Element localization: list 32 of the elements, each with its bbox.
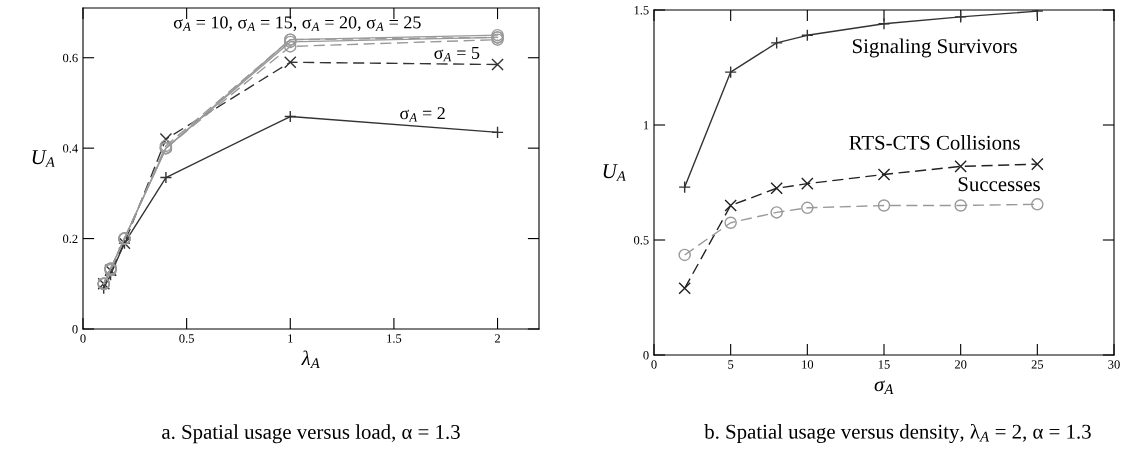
y-tick-label: 0 — [72, 325, 78, 334]
y-axis-title: U$_{A}$ — [32, 150, 55, 167]
annotation: RTS-CTS Collisions — [849, 135, 1020, 150]
x-tick-label: 20 — [954, 360, 967, 369]
x-axis-title: λ$_{A}$ — [301, 350, 320, 368]
text: b. Spatial usage versus density, λ$_{A}$ = 2, α = 1.3 — [704, 423, 1091, 444]
y-tick-label: 1.5 — [634, 6, 649, 15]
text: a. Spatial usage versus load, α = 1.3 — [162, 424, 460, 444]
annotation: σ$_{A}$ = 2 — [400, 107, 445, 122]
x-tick-label: 10 — [802, 360, 814, 369]
x-tick-label: 15 — [878, 360, 890, 369]
x-axis-title: σ$_{A}$ — [874, 380, 894, 394]
x-tick-label: 1.5 — [387, 334, 402, 343]
annotation: σ$_{A}$ = 5 — [434, 46, 480, 62]
x-tick-label: 5 — [728, 360, 734, 369]
x-tick-label: 0.5 — [179, 334, 194, 343]
y-tick-label: 0 — [643, 351, 649, 360]
y-tick-label: 1 — [643, 121, 649, 130]
y-axis-title: U$_{A}$ — [603, 164, 626, 181]
annotation: Signaling Survivors — [852, 38, 1017, 58]
x-tick-label: 0 — [80, 334, 86, 343]
y-tick-label: 0.4 — [62, 144, 78, 153]
y-tick-label: 0.5 — [633, 236, 649, 245]
x-tick-label: 0 — [651, 360, 657, 369]
y-tick-label: 0.2 — [62, 234, 78, 244]
x-tick-label: 25 — [1031, 360, 1044, 369]
x-tick-label: 30 — [1108, 360, 1120, 369]
text: σ$_{A}$ = 10, σ$_{A}$ = 15, σ$_{A}$ = 20, σ$_{A}$ = 25 — [173, 16, 421, 32]
x-tick-label: 2 — [494, 334, 500, 343]
annotation: Successes — [958, 177, 1040, 192]
x-tick-label: 1 — [288, 334, 293, 343]
y-tick-label: 0.6 — [62, 53, 78, 63]
